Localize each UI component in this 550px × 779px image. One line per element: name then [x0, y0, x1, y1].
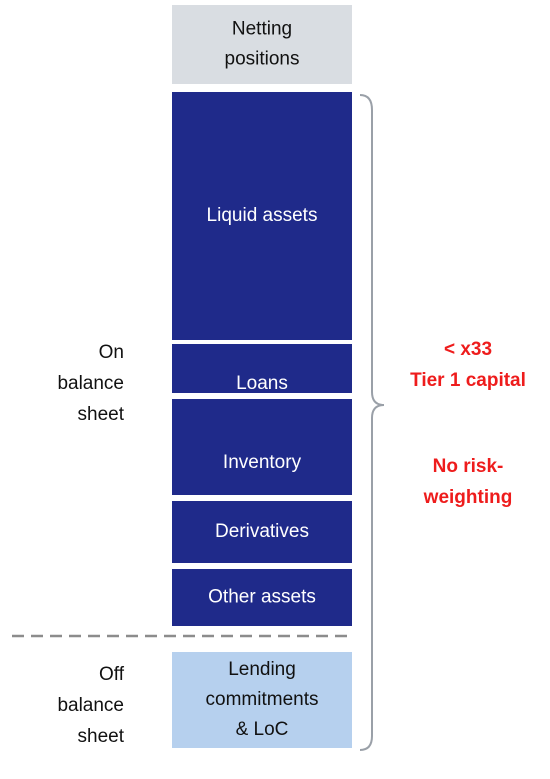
side-label: Off: [99, 664, 125, 685]
block: [172, 92, 352, 340]
block-label: Loans: [236, 373, 288, 394]
block-label: Other assets: [208, 587, 316, 608]
block-label: Derivatives: [215, 521, 309, 542]
block-label: commitments: [206, 689, 319, 710]
annotation: weighting: [423, 487, 513, 508]
side-label: balance: [57, 695, 124, 716]
block: [172, 344, 352, 393]
annotation: < x33: [444, 339, 492, 360]
block-label: positions: [225, 49, 300, 70]
block-label: Liquid assets: [207, 205, 318, 226]
block: [172, 501, 352, 563]
block-label: Inventory: [223, 452, 302, 473]
block-label: Lending: [228, 659, 296, 680]
side-label: On: [99, 342, 124, 363]
block: [172, 569, 352, 626]
block: [172, 652, 352, 748]
side-label: sheet: [78, 726, 125, 747]
annotation: No risk-: [433, 456, 504, 477]
brace: [359, 94, 385, 751]
block-label: Netting: [232, 19, 292, 40]
annotation: Tier 1 capital: [410, 370, 526, 391]
block: [172, 399, 352, 495]
side-label: sheet: [78, 404, 125, 425]
block-label: & LoC: [236, 719, 289, 740]
side-label: balance: [57, 373, 124, 394]
block: [172, 5, 352, 84]
